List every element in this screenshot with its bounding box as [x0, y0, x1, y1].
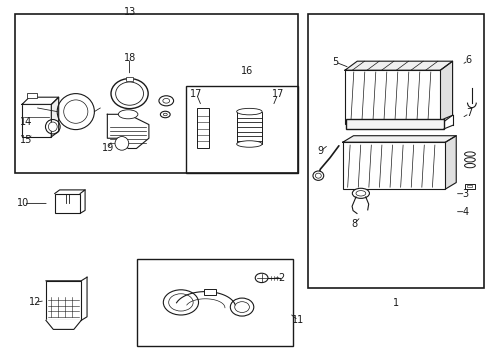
Bar — [467, 185, 471, 187]
Ellipse shape — [236, 108, 262, 115]
Ellipse shape — [464, 163, 474, 168]
Text: 11: 11 — [291, 315, 304, 325]
Bar — [342, 142, 445, 189]
Text: 14: 14 — [20, 117, 32, 127]
Text: 6: 6 — [465, 55, 470, 66]
Bar — [236, 112, 262, 144]
Ellipse shape — [163, 99, 169, 103]
Ellipse shape — [163, 290, 198, 315]
Circle shape — [255, 273, 267, 283]
Ellipse shape — [236, 141, 262, 147]
Bar — [46, 281, 81, 320]
Polygon shape — [51, 97, 59, 137]
Ellipse shape — [160, 111, 170, 118]
Ellipse shape — [355, 191, 365, 196]
Bar — [137, 259, 293, 346]
Ellipse shape — [315, 173, 321, 178]
Text: 17: 17 — [271, 89, 284, 99]
Bar — [125, 77, 133, 81]
Ellipse shape — [115, 136, 128, 150]
Text: 15: 15 — [20, 135, 32, 145]
Bar — [197, 108, 208, 148]
Ellipse shape — [351, 188, 369, 198]
Bar — [15, 14, 298, 173]
Polygon shape — [440, 61, 452, 124]
Bar — [203, 289, 215, 295]
Ellipse shape — [111, 78, 148, 109]
Text: 8: 8 — [350, 219, 356, 229]
Bar — [185, 86, 298, 173]
Ellipse shape — [115, 82, 143, 105]
Text: 16: 16 — [240, 66, 253, 76]
Text: 7: 7 — [466, 108, 471, 118]
Text: 3: 3 — [462, 189, 468, 199]
Ellipse shape — [168, 294, 193, 311]
Text: 13: 13 — [123, 6, 136, 17]
Text: 9: 9 — [317, 146, 323, 156]
Ellipse shape — [48, 122, 57, 131]
Text: 17: 17 — [190, 89, 203, 99]
Polygon shape — [342, 136, 455, 142]
Ellipse shape — [45, 120, 60, 134]
Text: 4: 4 — [462, 207, 468, 217]
Bar — [345, 70, 440, 124]
Ellipse shape — [57, 94, 94, 130]
Polygon shape — [46, 320, 81, 329]
Ellipse shape — [63, 100, 88, 123]
Polygon shape — [22, 97, 59, 104]
Ellipse shape — [159, 96, 173, 106]
Text: 2: 2 — [278, 273, 284, 283]
Ellipse shape — [312, 171, 323, 180]
Text: 5: 5 — [331, 57, 337, 67]
Ellipse shape — [464, 158, 474, 162]
Polygon shape — [345, 61, 452, 70]
Ellipse shape — [234, 302, 249, 312]
Bar — [55, 194, 80, 213]
Ellipse shape — [163, 113, 167, 116]
Text: 10: 10 — [17, 198, 30, 208]
Bar — [22, 104, 51, 137]
Bar — [307, 14, 483, 288]
Polygon shape — [107, 114, 148, 148]
Text: 19: 19 — [101, 143, 114, 153]
Ellipse shape — [230, 298, 253, 316]
Text: 18: 18 — [123, 53, 136, 63]
Polygon shape — [445, 136, 455, 189]
Ellipse shape — [118, 110, 138, 119]
Text: 12: 12 — [29, 297, 41, 307]
Bar — [27, 93, 37, 98]
Ellipse shape — [464, 152, 474, 156]
Text: 1: 1 — [392, 298, 398, 308]
Bar — [346, 119, 443, 129]
Bar — [464, 184, 474, 189]
